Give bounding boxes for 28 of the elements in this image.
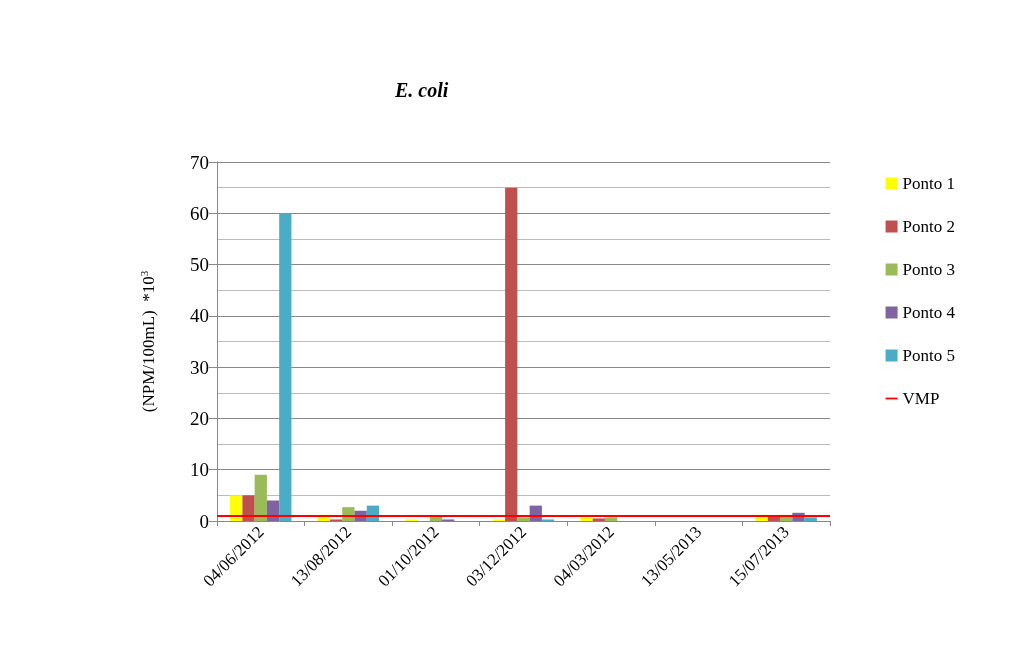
bar bbox=[592, 518, 605, 521]
bar bbox=[505, 187, 518, 521]
bar bbox=[804, 517, 817, 521]
legend-label: Ponto 1 bbox=[902, 174, 956, 193]
y-tick-label: 50 bbox=[190, 254, 209, 276]
y-tick-label: 60 bbox=[190, 202, 209, 224]
bar bbox=[230, 495, 243, 521]
bar bbox=[279, 213, 292, 521]
bar bbox=[254, 474, 267, 521]
chart-title: E. coli bbox=[394, 79, 449, 101]
legend-label: Ponto 3 bbox=[902, 260, 956, 279]
bar bbox=[429, 516, 443, 521]
bar bbox=[580, 517, 593, 521]
legend-label: Ponto 2 bbox=[902, 217, 956, 236]
y-axis-title: (NPM/100mL) *103 bbox=[137, 270, 158, 413]
y-tick-label: 20 bbox=[190, 407, 209, 429]
y-tick-label: 30 bbox=[190, 356, 209, 378]
bar bbox=[517, 517, 530, 521]
legend-label: VMP bbox=[902, 389, 940, 408]
y-tick-label: 10 bbox=[190, 459, 209, 481]
y-tick-label: 0 bbox=[199, 510, 209, 532]
y-tick-label: 70 bbox=[190, 151, 209, 173]
legend-label: Ponto 4 bbox=[902, 303, 956, 322]
legend-label: Ponto 5 bbox=[902, 346, 956, 365]
y-tick-label: 40 bbox=[190, 305, 209, 327]
bar bbox=[604, 517, 618, 521]
bar bbox=[242, 495, 255, 521]
bar bbox=[266, 500, 280, 521]
